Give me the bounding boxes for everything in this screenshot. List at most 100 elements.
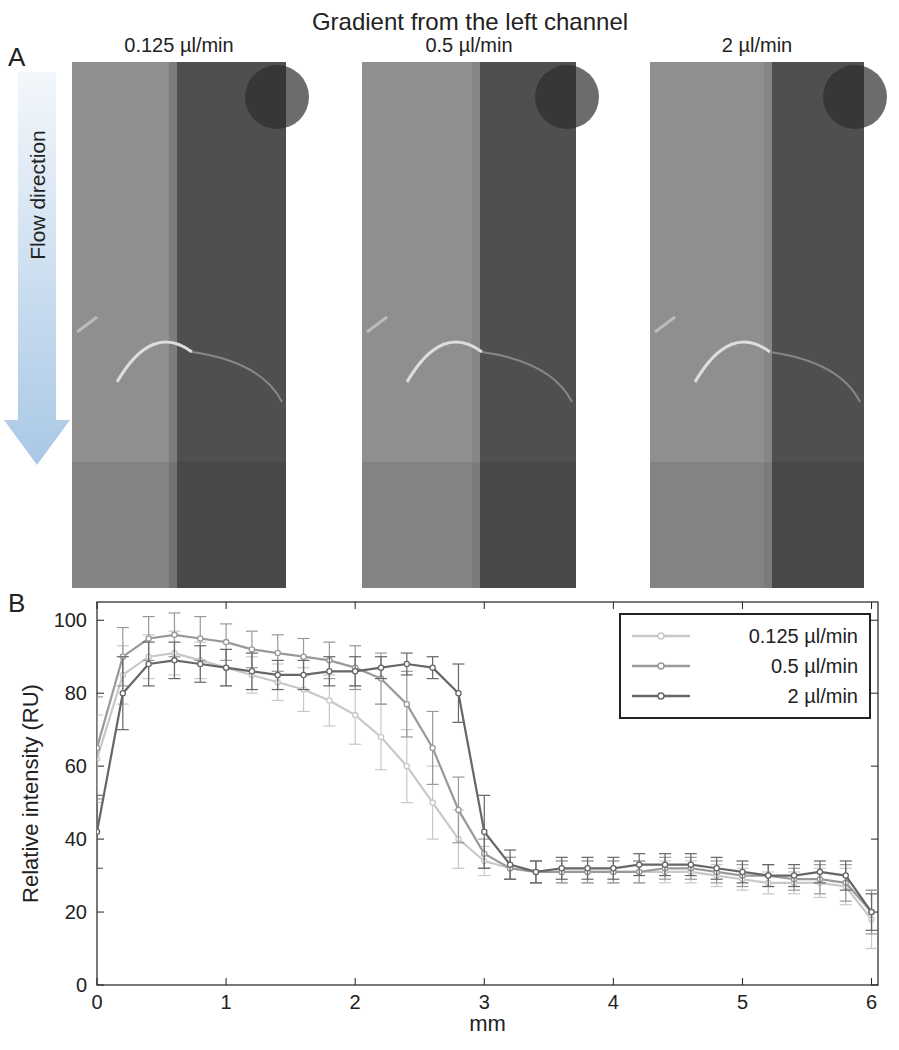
- error-cap: [504, 879, 516, 880]
- error-cap: [685, 875, 697, 876]
- error-cap: [375, 656, 387, 657]
- image-shade: [650, 462, 864, 588]
- point: [404, 702, 409, 707]
- error-cap: [530, 860, 542, 861]
- error-cap: [220, 685, 232, 686]
- point: [97, 745, 100, 750]
- error-cap: [168, 612, 180, 613]
- error-cap: [762, 864, 774, 865]
- point: [301, 672, 306, 677]
- image-shade: [72, 462, 286, 588]
- error-cap: [762, 864, 774, 865]
- y-tick-label: 0: [76, 974, 87, 996]
- error-cap: [246, 631, 258, 632]
- error-cap: [762, 893, 774, 894]
- point: [172, 632, 177, 637]
- point: [430, 800, 435, 805]
- error-cap: [323, 685, 335, 686]
- error-cap: [97, 714, 103, 715]
- image-bg: [362, 62, 576, 588]
- point: [482, 829, 487, 834]
- error-cap: [375, 769, 387, 770]
- point: [533, 869, 538, 874]
- x-tick: [613, 602, 614, 609]
- y-tick: [97, 620, 104, 621]
- error-cap: [272, 634, 284, 635]
- error-cap: [478, 868, 490, 869]
- image-arc: [407, 342, 482, 382]
- error-cap: [530, 882, 542, 883]
- error-cap: [685, 879, 697, 880]
- image-blob: [823, 65, 887, 129]
- y-axis-label: Relative intensity (RU): [18, 684, 43, 903]
- point: [817, 869, 822, 874]
- x-tick-label: 1: [221, 991, 232, 1013]
- x-tick: [484, 602, 485, 609]
- x-tick: [871, 602, 872, 609]
- y-tick: [97, 839, 104, 840]
- error-stem: [355, 646, 356, 690]
- error-cap: [246, 652, 258, 653]
- error-cap: [556, 879, 568, 880]
- error-cap: [607, 882, 619, 883]
- error-cap: [659, 853, 671, 854]
- error-cap: [168, 678, 180, 679]
- image-shade: [362, 462, 576, 588]
- x-tick: [613, 978, 614, 985]
- error-cap: [814, 897, 826, 898]
- image-label: 2 µl/min: [722, 34, 792, 56]
- error-cap: [298, 689, 310, 690]
- error-cap: [427, 656, 439, 657]
- error-cap: [762, 886, 774, 887]
- point: [353, 669, 358, 674]
- y-tick-label: 40: [65, 828, 87, 850]
- error-cap: [711, 882, 723, 883]
- error-bar: [401, 730, 413, 803]
- image-blob: [245, 65, 309, 129]
- error-cap: [401, 802, 413, 803]
- point: [198, 661, 203, 666]
- error-cap: [711, 857, 723, 858]
- point: [507, 862, 512, 867]
- point: [275, 672, 280, 677]
- error-cap: [840, 890, 852, 891]
- error-cap: [607, 879, 619, 880]
- error-cap: [97, 696, 103, 697]
- error-cap: [736, 860, 748, 861]
- error-cap: [97, 795, 103, 796]
- y-tick-label: 80: [65, 682, 87, 704]
- error-bar: [504, 850, 516, 879]
- y-tick: [97, 693, 104, 694]
- image-label: 0.125 µl/min: [124, 34, 233, 56]
- legend-label: 2 µl/min: [788, 685, 858, 707]
- error-bar: [349, 646, 361, 690]
- error-cap: [633, 853, 645, 854]
- error-cap: [582, 882, 594, 883]
- error-cap: [194, 682, 206, 683]
- x-tick: [226, 602, 227, 609]
- error-cap: [633, 882, 645, 883]
- error-cap: [866, 933, 878, 934]
- plot-frame: [97, 602, 878, 985]
- error-cap: [711, 886, 723, 887]
- legend-label: 0.125 µl/min: [749, 625, 858, 647]
- point: [766, 873, 771, 878]
- series: [97, 613, 878, 934]
- micrograph: [362, 62, 599, 588]
- point: [301, 654, 306, 659]
- x-axis-label: mm: [469, 1011, 506, 1036]
- point: [662, 862, 667, 867]
- error-cap: [401, 736, 413, 737]
- point: [404, 764, 409, 769]
- error-cap: [814, 860, 826, 861]
- point: [714, 866, 719, 871]
- panel-label: B: [8, 588, 25, 618]
- error-cap: [427, 838, 439, 839]
- error-cap: [659, 879, 671, 880]
- point: [533, 869, 538, 874]
- error-cap: [840, 904, 852, 905]
- image-arc: [770, 352, 860, 402]
- error-cap: [349, 645, 361, 646]
- point: [120, 691, 125, 696]
- y-tick: [97, 985, 104, 986]
